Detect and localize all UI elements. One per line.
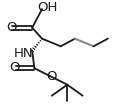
Text: O: O — [46, 70, 57, 83]
Text: O: O — [6, 21, 17, 34]
Text: HN: HN — [14, 47, 33, 60]
Text: O: O — [9, 61, 20, 74]
Text: OH: OH — [37, 1, 58, 14]
